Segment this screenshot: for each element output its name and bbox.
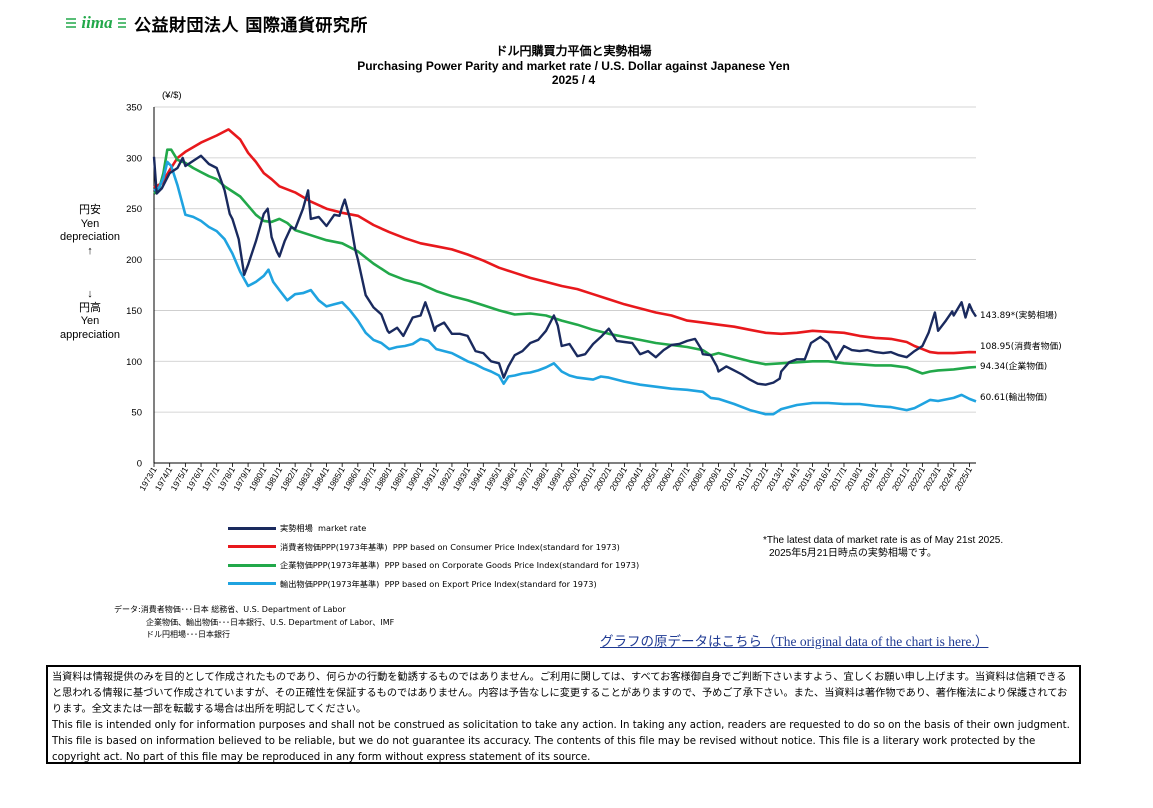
disclaimer-en: This file is intended only for informati… <box>52 720 1070 763</box>
series-line-3 <box>153 160 977 416</box>
chart-title-ja: ドル円購買力平価と実勢相場 <box>495 44 652 58</box>
data-sources: データ:消費者物価･･･日本 総務省、U.S. Department of La… <box>114 604 394 642</box>
down-arrow: ↓ <box>87 288 93 300</box>
source-line: 企業物価、輸出物価･･･日本銀行、U.S. Department of Labo… <box>146 617 395 627</box>
legend-label-ja: 実勢相場 <box>280 523 313 534</box>
legend-swatch <box>228 545 276 549</box>
series-end-label: 60.61(輸出物価) <box>980 391 1047 403</box>
y-tick-label: 200 <box>126 255 142 266</box>
legend-label-ja: 輸出物価PPP(1973年基準) <box>280 578 380 589</box>
legend-label-en: market rate <box>317 523 367 534</box>
legend-label-en: PPP based on Export Price Index(standard… <box>384 578 597 589</box>
legend-label-en: PPP based on Consumer Price Index(standa… <box>392 541 620 552</box>
side-label-bottom-2: Yen <box>80 315 100 327</box>
legend-label-ja: 企業物価PPP(1973年基準) <box>280 560 380 571</box>
original-data-link[interactable]: グラフの原データはこちら（The original data of the ch… <box>600 634 989 649</box>
y-tick-label: 300 <box>126 153 142 164</box>
series-end-label: 94.34(企業物価) <box>980 360 1047 372</box>
y-tick-label: 150 <box>126 306 142 317</box>
series-end-label: 143.89*(実勢相場) <box>980 309 1057 321</box>
legend-swatch <box>228 582 276 586</box>
legend-item-export: 輸出物価PPP(1973年基準) PPP based on Export Pri… <box>228 575 639 594</box>
side-label-depreciation: 円安 Yen depreciation ↑ <box>50 204 130 258</box>
side-label-top-0: 円安 <box>79 204 101 216</box>
chart-date: 2025 / 4 <box>551 73 596 87</box>
disclaimer-box: 当資料は情報提供のみを目的として作成されたものであり、何らかの行動を勧誘するもの… <box>46 665 1081 764</box>
chart-titles: ドル円購買力平価と実勢相場 Purchasing Power Parity an… <box>0 44 1153 88</box>
ppp-line-chart: 0501001502002503003501973/11974/11975/11… <box>126 90 1062 493</box>
legend-label-ja: 消費者物価PPP(1973年基準) <box>280 541 388 552</box>
latest-data-note: *The latest data of market rate is as of… <box>763 534 1003 560</box>
series-line-2 <box>153 148 977 375</box>
y-tick-label: 0 <box>137 459 142 470</box>
legend-swatch <box>228 563 276 567</box>
disclaimer-ja: 当資料は情報提供のみを目的として作成されたものであり、何らかの行動を勧誘するもの… <box>52 672 1068 715</box>
legend-swatch <box>228 526 276 530</box>
series-line-1 <box>153 128 977 355</box>
logo-text: iima <box>81 13 113 32</box>
side-label-appreciation: ↓ 円高 Yen appreciation <box>50 288 130 342</box>
side-label-bottom-1: 円高 <box>79 301 101 314</box>
header: iima 公益財団法人 国際通貨研究所 <box>66 8 368 38</box>
legend-item-cpi: 消費者物価PPP(1973年基準) PPP based on Consumer … <box>228 538 639 557</box>
y-tick-label: 350 <box>126 103 142 114</box>
legend-item-cgpi: 企業物価PPP(1973年基準) PPP based on Corporate … <box>228 556 639 575</box>
y-tick-label: 50 <box>131 408 142 419</box>
legend-item-market-rate: 実勢相場 market rate <box>228 519 639 538</box>
chart-title-en: Purchasing Power Parity and market rate … <box>357 58 790 73</box>
series-lines <box>152 128 978 416</box>
note-line-en: *The latest data of market rate is as of… <box>763 535 1004 546</box>
y-tick-label: 100 <box>126 357 142 368</box>
up-arrow: ↑ <box>87 244 93 257</box>
source-line: データ:消費者物価･･･日本 総務省、U.S. Department of La… <box>114 605 346 614</box>
side-label-top-2: depreciation <box>60 231 120 243</box>
legend-label-en: PPP based on Corporate Goods Price Index… <box>384 560 640 571</box>
chart-legend: 実勢相場 market rate 消費者物価PPP(1973年基準) PPP b… <box>228 519 639 593</box>
grid-lines <box>154 106 976 413</box>
series-line-0 <box>152 154 978 386</box>
end-labels: 143.89*(実勢相場) 108.95(消費者物価) 94.34(企業物価) 60.… <box>980 309 1062 403</box>
source-line: ドル円相場･･･日本銀行 <box>146 630 230 639</box>
side-label-top-1: Yen <box>80 217 100 230</box>
series-end-label: 108.95(消費者物価) <box>980 340 1062 352</box>
note-line-ja: 2025年5月21日時点の実勢相場です。 <box>769 548 937 559</box>
y-tick-label: 250 <box>126 204 142 215</box>
organization-name: 公益財団法人 国際通貨研究所 <box>134 15 368 36</box>
side-label-bottom-3: appreciation <box>60 328 120 341</box>
iima-logo: iima <box>66 13 126 32</box>
y-axis-unit: (¥/$) <box>162 90 182 101</box>
